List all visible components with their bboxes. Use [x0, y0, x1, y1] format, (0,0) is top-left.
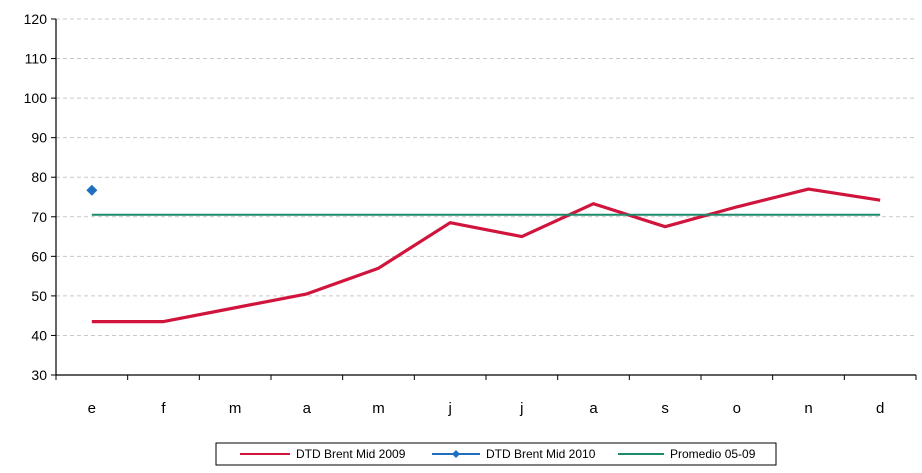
series	[86, 184, 881, 324]
legend-label: DTD Brent Mid 2009	[296, 447, 406, 461]
x-tick-label: j	[447, 400, 451, 417]
legend-marker	[452, 450, 460, 458]
x-tick-label: f	[161, 400, 166, 417]
y-tick-label: 60	[31, 248, 47, 264]
series-line-2009	[91, 187, 881, 324]
y-tick-label: 90	[31, 130, 47, 146]
x-tick-label: s	[661, 400, 669, 417]
legend-box	[215, 442, 777, 466]
legend-label: DTD Brent Mid 2010	[486, 447, 596, 461]
x-tick-label: m	[372, 400, 385, 417]
x-tick-label: d	[876, 400, 884, 417]
x-tick-label: a	[303, 400, 312, 417]
y-tick-label: 50	[31, 288, 47, 304]
y-tick-label: 30	[31, 367, 47, 383]
x-tick-label: j	[519, 400, 523, 417]
y-tick-label: 120	[24, 11, 48, 27]
x-tick-label: o	[733, 400, 741, 417]
y-tick-label: 70	[31, 209, 47, 225]
grid	[56, 18, 916, 336]
y-tick-label: 110	[25, 51, 48, 67]
y-tick-label: 40	[31, 327, 47, 343]
x-tick-label: e	[88, 400, 96, 417]
legend-label: Promedio 05-09	[670, 447, 756, 461]
legend: DTD Brent Mid 2009 DTD Brent Mid 2010 Prom…	[215, 442, 777, 466]
x-tick-label: n	[804, 400, 812, 417]
axes: 30 40 50 60 70 80 90 100 110 120 e f m a m j j a s o n d	[24, 11, 917, 417]
x-tick-label: a	[589, 400, 598, 417]
y-tick-label: 100	[24, 90, 48, 106]
y-tick-label: 80	[31, 169, 47, 185]
x-tick-label: m	[229, 400, 242, 417]
data-point-2010	[86, 184, 98, 196]
